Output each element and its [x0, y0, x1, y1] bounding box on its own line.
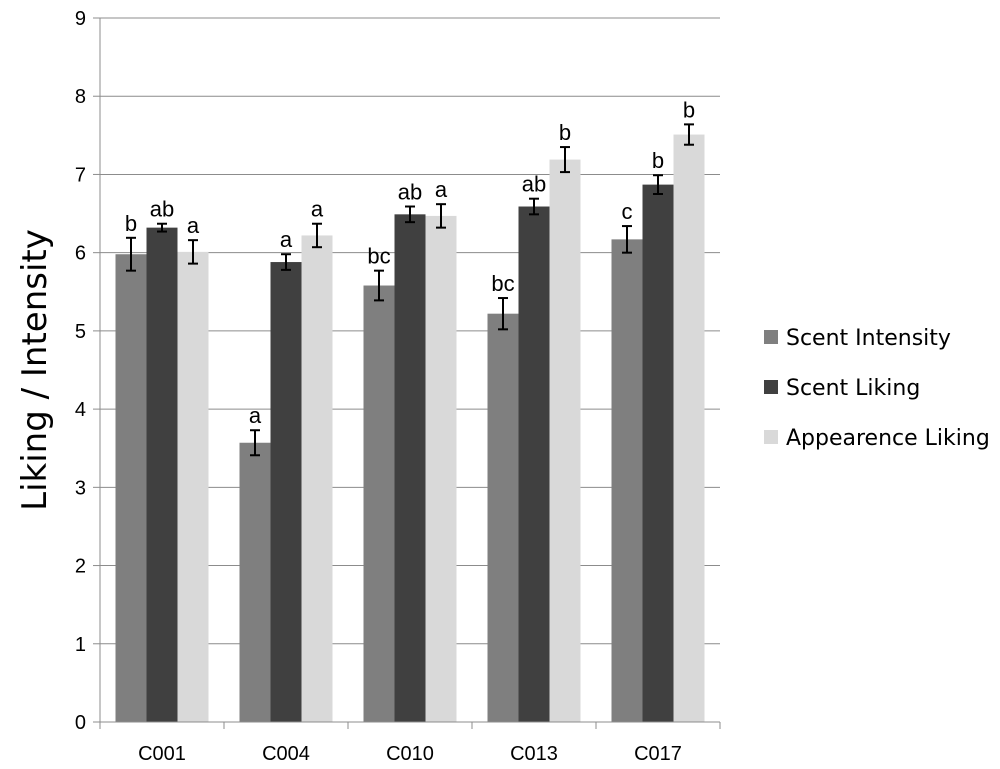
significance-label: ab	[522, 172, 546, 197]
y-tick-label: 0	[75, 712, 86, 734]
bar	[115, 254, 147, 722]
legend-label: Appearence Liking	[786, 426, 990, 451]
y-tick-label: 6	[75, 243, 86, 265]
significance-label: ab	[398, 180, 422, 205]
legend-swatch	[764, 330, 778, 344]
significance-label: bc	[367, 244, 390, 269]
legend-swatch	[764, 380, 778, 394]
significance-label: b	[683, 97, 695, 122]
bar	[146, 227, 178, 722]
bar	[177, 251, 209, 722]
y-tick-label: 7	[75, 164, 86, 186]
significance-label: b	[559, 120, 571, 145]
y-tick-label: 2	[75, 556, 86, 578]
significance-label: a	[280, 227, 293, 252]
bars	[115, 134, 705, 723]
significance-label: b	[652, 148, 664, 173]
y-tick-label: 1	[75, 634, 86, 656]
axes	[93, 17, 721, 729]
x-tick-label: C010	[386, 743, 434, 765]
bar	[394, 214, 426, 723]
legend: Scent Intensity Scent Liking Appearence Li…	[764, 326, 990, 451]
x-tick-label: C017	[634, 743, 682, 765]
bar	[549, 159, 581, 723]
significance-label: a	[249, 403, 262, 428]
y-axis-label: Liking / Intensity	[15, 229, 55, 511]
bar	[270, 262, 302, 722]
significance-label: bc	[491, 271, 514, 296]
x-tick-labels: C001 C004 C010 C013 C017	[138, 743, 682, 765]
y-tick-labels: 0 1 2 3 4 5 6 7 8 9	[75, 8, 86, 734]
significance-label: a	[311, 197, 324, 222]
bar	[487, 313, 519, 722]
significance-label: c	[622, 199, 633, 224]
significance-label: b	[125, 211, 137, 236]
bar	[239, 442, 271, 722]
x-tick-label: C013	[510, 743, 558, 765]
bar	[611, 239, 643, 722]
y-tick-label: 5	[75, 321, 86, 343]
legend-label: Scent Liking	[786, 376, 920, 401]
y-tick-label: 4	[75, 399, 86, 421]
bar	[301, 235, 333, 723]
significance-label: a	[187, 213, 200, 238]
y-tick-label: 3	[75, 477, 86, 499]
significance-label: ab	[150, 197, 174, 222]
y-tick-label: 9	[75, 8, 86, 30]
significance-label: a	[435, 177, 448, 202]
bar	[518, 206, 550, 722]
legend-swatch	[764, 430, 778, 444]
x-tick-label: C004	[262, 743, 310, 765]
bar	[425, 215, 457, 722]
bar	[673, 134, 705, 722]
y-tick-label: 8	[75, 86, 86, 108]
legend-label: Scent Intensity	[786, 326, 951, 351]
error-bars	[126, 123, 694, 457]
x-tick-label: C001	[138, 743, 186, 765]
bar	[363, 285, 395, 722]
bar	[642, 184, 674, 722]
